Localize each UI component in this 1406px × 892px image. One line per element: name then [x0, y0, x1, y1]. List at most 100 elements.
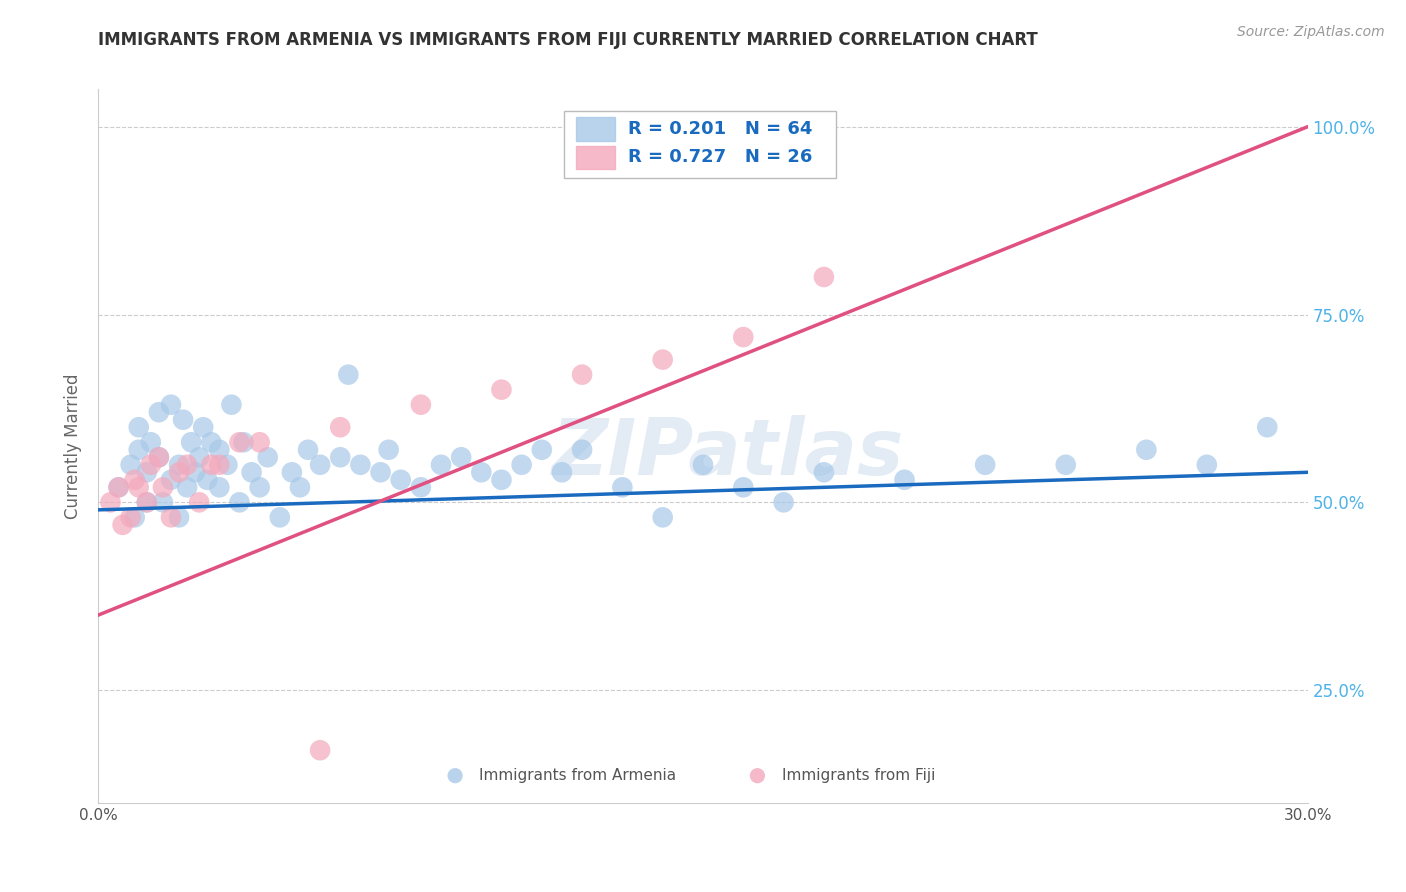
Point — [551, 465, 574, 479]
Point — [974, 458, 997, 472]
Point — [370, 465, 392, 479]
Point — [148, 405, 170, 419]
Point — [135, 495, 157, 509]
Point — [188, 450, 211, 465]
FancyBboxPatch shape — [576, 145, 614, 169]
Point — [148, 450, 170, 465]
Point — [107, 480, 129, 494]
Point — [409, 480, 432, 494]
Point — [249, 435, 271, 450]
Point — [612, 480, 634, 494]
Point — [120, 458, 142, 472]
Point — [256, 450, 278, 465]
Point — [530, 442, 553, 457]
Point — [309, 743, 332, 757]
Point — [337, 368, 360, 382]
Point — [208, 442, 231, 457]
FancyBboxPatch shape — [576, 117, 614, 141]
Point — [200, 458, 222, 472]
Point — [510, 458, 533, 472]
Point — [228, 495, 250, 509]
Point — [1277, 842, 1299, 856]
Point — [128, 420, 150, 434]
Point — [208, 458, 231, 472]
Point — [152, 480, 174, 494]
Point — [1195, 458, 1218, 472]
Point — [176, 480, 198, 494]
Point — [160, 473, 183, 487]
Text: Immigrants from Armenia: Immigrants from Armenia — [479, 768, 676, 783]
Point — [240, 465, 263, 479]
Point — [184, 465, 207, 479]
Point — [172, 413, 194, 427]
Point — [470, 465, 492, 479]
Point — [249, 480, 271, 494]
Point — [651, 510, 673, 524]
Point — [377, 442, 399, 457]
Point — [228, 435, 250, 450]
Point — [813, 270, 835, 285]
Point — [160, 510, 183, 524]
Point — [733, 330, 755, 344]
Point — [1135, 442, 1157, 457]
Point — [120, 510, 142, 524]
Point — [430, 458, 453, 472]
Point — [221, 398, 243, 412]
Point — [1054, 458, 1077, 472]
Point — [329, 450, 352, 465]
Point — [193, 420, 215, 434]
Point — [180, 435, 202, 450]
Text: Source: ZipAtlas.com: Source: ZipAtlas.com — [1237, 25, 1385, 39]
Point — [1256, 420, 1278, 434]
Point — [167, 510, 190, 524]
Text: IMMIGRANTS FROM ARMENIA VS IMMIGRANTS FROM FIJI CURRENTLY MARRIED CORRELATION CH: IMMIGRANTS FROM ARMENIA VS IMMIGRANTS FR… — [98, 31, 1038, 49]
Point — [692, 458, 714, 472]
Text: Immigrants from Fiji: Immigrants from Fiji — [782, 768, 935, 783]
Point — [651, 352, 673, 367]
Text: R = 0.201   N = 64: R = 0.201 N = 64 — [628, 120, 813, 137]
Point — [208, 480, 231, 494]
Point — [195, 473, 218, 487]
Point — [269, 510, 291, 524]
Text: R = 0.727   N = 26: R = 0.727 N = 26 — [628, 148, 813, 166]
Point — [152, 495, 174, 509]
Y-axis label: Currently Married: Currently Married — [65, 373, 83, 519]
Point — [349, 458, 371, 472]
Point — [893, 473, 915, 487]
Point — [135, 465, 157, 479]
Point — [309, 458, 332, 472]
Point — [148, 450, 170, 465]
Point — [160, 398, 183, 412]
Point — [111, 517, 134, 532]
Point — [217, 458, 239, 472]
Point — [188, 495, 211, 509]
Point — [297, 442, 319, 457]
Point — [450, 450, 472, 465]
Point — [329, 420, 352, 434]
Point — [124, 473, 146, 487]
Point — [135, 495, 157, 509]
Point — [100, 495, 122, 509]
Point — [167, 465, 190, 479]
Point — [200, 435, 222, 450]
Point — [491, 383, 513, 397]
Point — [733, 480, 755, 494]
Point — [128, 480, 150, 494]
Point — [176, 458, 198, 472]
Point — [409, 398, 432, 412]
Point — [389, 473, 412, 487]
Point — [772, 495, 794, 509]
Point — [128, 442, 150, 457]
Point — [288, 480, 311, 494]
Point — [167, 458, 190, 472]
Point — [107, 480, 129, 494]
Text: ZIPatlas: ZIPatlas — [551, 415, 903, 491]
Point — [139, 435, 162, 450]
Point — [232, 435, 254, 450]
Point — [124, 510, 146, 524]
FancyBboxPatch shape — [564, 111, 837, 178]
Point — [281, 465, 304, 479]
Point — [571, 368, 593, 382]
Point — [571, 442, 593, 457]
Point — [813, 465, 835, 479]
